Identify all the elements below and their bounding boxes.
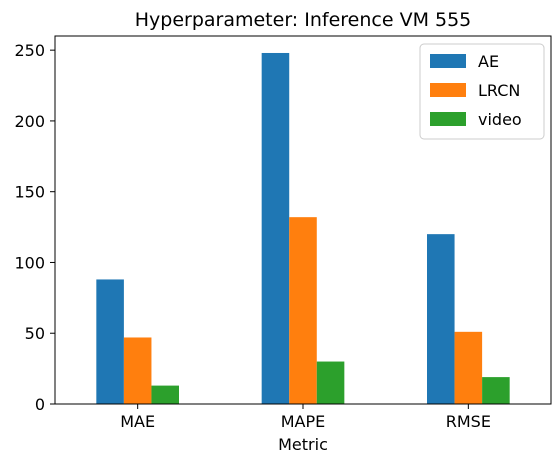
plot-frame [54, 35, 552, 405]
bar-ae-mae [96, 279, 124, 404]
x-tick-label: MAPE [281, 412, 326, 431]
legend-swatch-ae [430, 54, 466, 68]
x-axis-label: Metric [278, 435, 328, 454]
x-tick-label: RMSE [446, 412, 491, 431]
y-tick-label: 200 [14, 112, 45, 131]
legend-swatch-lrcn [430, 83, 466, 97]
chart-title: Hyperparameter: Inference VM 555 [135, 9, 472, 31]
x-axis: MAE MAPE RMSE [120, 404, 491, 431]
bar-ae-rmse [427, 234, 455, 404]
legend-label-ae: AE [478, 52, 499, 71]
legend: AE LRCN video [419, 43, 545, 140]
bar-lrcn-rmse [454, 331, 483, 404]
bar-lrcn-mae [123, 337, 152, 404]
bar-video-mape [316, 361, 345, 404]
x-tick-label: MAE [120, 412, 155, 431]
y-axis: 0 50 100 150 200 250 [14, 41, 55, 414]
bar-video-rmse [482, 377, 510, 404]
bar-lrcn-mape [289, 217, 317, 404]
legend-swatch-video [430, 112, 466, 126]
bar-video-mae [151, 385, 179, 404]
bar-ae-mape [261, 52, 290, 404]
bars-layer [96, 52, 510, 404]
legend-label-lrcn: LRCN [478, 81, 520, 100]
y-tick-label: 0 [35, 395, 45, 414]
y-tick-label: 50 [25, 324, 45, 343]
legend-label-video: video [478, 110, 522, 129]
y-tick-label: 250 [14, 41, 45, 60]
y-tick-label: 150 [14, 183, 45, 202]
y-tick-label: 100 [14, 253, 45, 272]
